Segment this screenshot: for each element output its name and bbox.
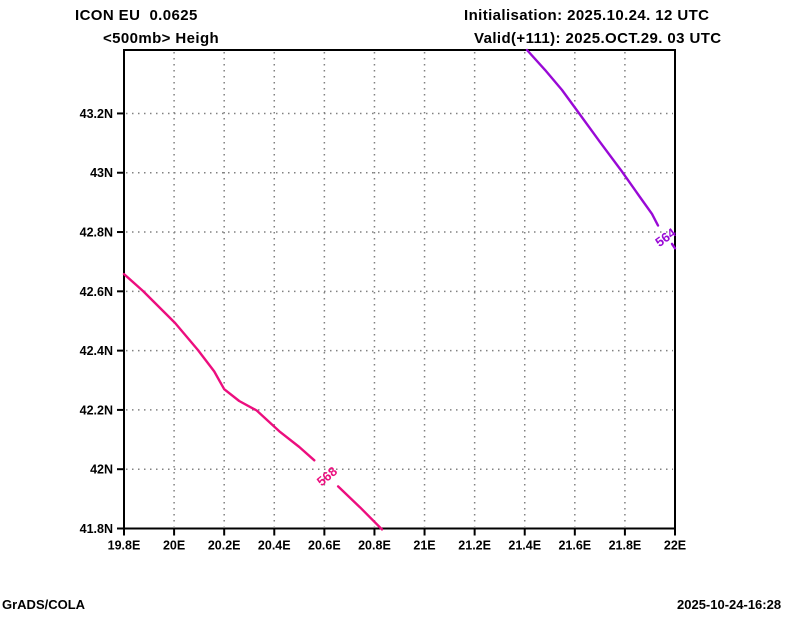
y-tick-label: 41.8N	[80, 522, 113, 536]
level-title: <500mb> Heigh	[103, 30, 220, 47]
x-tick-label: 20.8E	[358, 539, 391, 553]
contour-line-564	[525, 48, 660, 227]
contour-label-568: 568	[314, 464, 340, 489]
y-tick-label: 42.2N	[80, 403, 113, 417]
valid-time: Valid(+111): 2025.OCT.29. 03 UTC	[474, 30, 722, 47]
contour-line-568	[122, 272, 316, 462]
x-tick-label: 20.6E	[308, 539, 341, 553]
map-frame	[123, 49, 676, 530]
render-timestamp: 2025-10-24-16:28	[677, 597, 782, 612]
x-tick-label: 20.4E	[258, 539, 291, 553]
y-tick-label: 43.2N	[80, 107, 113, 121]
y-tick-label: 42.8N	[80, 226, 113, 240]
x-tick-label: 19.8E	[108, 539, 141, 553]
y-tick-label: 43N	[90, 166, 113, 180]
contour-line-564	[670, 242, 677, 250]
y-tick-label: 42N	[90, 463, 113, 477]
x-tick-label: 21E	[413, 539, 435, 553]
x-tick-label: 20E	[163, 539, 185, 553]
y-tick-label: 42.4N	[80, 344, 113, 358]
grads-credit: GrADS/COLA	[2, 597, 86, 612]
y-tick-label: 42.6N	[80, 285, 113, 299]
x-tick-label: 21.2E	[458, 539, 491, 553]
contour-line-568	[336, 485, 384, 531]
x-tick-label: 22E	[664, 539, 686, 553]
init-time: Initialisation: 2025.10.24. 12 UTC	[464, 7, 710, 24]
x-tick-label: 21.8E	[609, 539, 642, 553]
x-tick-label: 21.6E	[558, 539, 591, 553]
x-tick-label: 20.2E	[208, 539, 241, 553]
model-title: ICON EU 0.0625	[75, 7, 198, 24]
x-tick-label: 21.4E	[508, 539, 541, 553]
